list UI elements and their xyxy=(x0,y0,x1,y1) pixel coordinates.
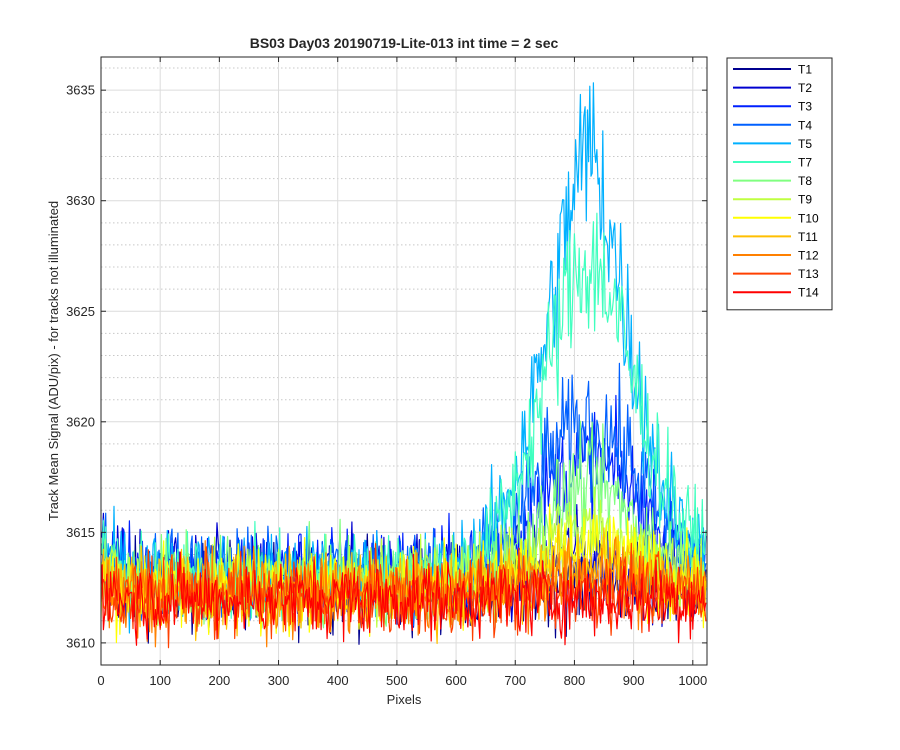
legend-label-t8: T8 xyxy=(798,174,812,188)
x-tick-label: 900 xyxy=(623,673,645,688)
x-tick-label: 600 xyxy=(445,673,467,688)
legend-label-t3: T3 xyxy=(798,100,812,114)
legend-label-t11: T11 xyxy=(798,230,818,244)
x-axis: 0 100 200 300 400 500 600 700 800 900 1000 xyxy=(97,57,707,688)
legend-label-t1: T1 xyxy=(798,63,812,77)
x-tick-label: 700 xyxy=(504,673,526,688)
plot-frame xyxy=(100,56,708,666)
legend-label-t13: T13 xyxy=(798,267,819,281)
x-tick-label: 1000 xyxy=(678,673,707,688)
x-tick-label: 300 xyxy=(268,673,290,688)
x-tick-label: 500 xyxy=(386,673,408,688)
y-tick-label: 3630 xyxy=(66,193,95,208)
x-tick-label: 400 xyxy=(327,673,349,688)
legend-label-t5: T5 xyxy=(798,137,812,151)
y-axis: 3610 3615 3620 3625 3630 3635 xyxy=(66,83,707,650)
y-tick-label: 3635 xyxy=(66,83,95,98)
legend-label-t10: T10 xyxy=(798,211,819,225)
x-axis-label: Pixels xyxy=(387,692,422,707)
x-tick-label: 200 xyxy=(209,673,231,688)
y-tick-label: 3615 xyxy=(66,525,95,540)
x-tick-label: 800 xyxy=(564,673,586,688)
series-layer xyxy=(101,82,707,649)
series-line-t13 xyxy=(101,542,707,649)
y-axis-label: Track Mean Signal (ADU/pix) - for tracks… xyxy=(46,201,61,521)
x-tick-label: 100 xyxy=(149,673,171,688)
legend[interactable]: T1 T2 T3 T4 T5 T7 T8 T9 T10 T11 T12 T13 T14 xyxy=(726,57,833,311)
legend-label-t7: T7 xyxy=(798,156,812,170)
legend-label-t4: T4 xyxy=(798,118,812,132)
y-tick-label: 3610 xyxy=(66,635,95,650)
x-tick-label: 0 xyxy=(97,673,104,688)
legend-label-t2: T2 xyxy=(798,81,812,95)
y-tick-label: 3620 xyxy=(66,414,95,429)
chart-title: BS03 Day03 20190719-Lite-013 int time = … xyxy=(250,35,559,51)
legend-label-t12: T12 xyxy=(798,249,819,263)
legend-label-t14: T14 xyxy=(798,286,819,300)
legend-box xyxy=(726,57,833,311)
y-tick-label: 3625 xyxy=(66,304,95,319)
series-line-t14 xyxy=(101,551,707,646)
legend-label-t9: T9 xyxy=(798,193,812,207)
